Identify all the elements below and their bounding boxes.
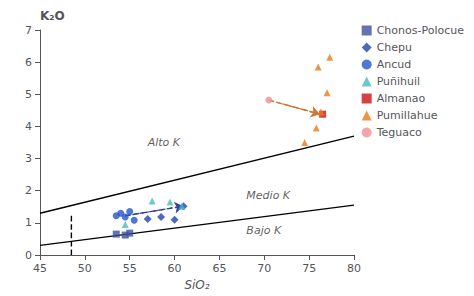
svg-text:80: 80 [347, 262, 361, 275]
svg-text:Teguaco: Teguaco [376, 126, 422, 139]
svg-text:3: 3 [25, 152, 32, 165]
svg-text:7: 7 [25, 24, 32, 37]
svg-text:55: 55 [123, 262, 137, 275]
svg-text:Alto K: Alto K [147, 136, 181, 149]
svg-text:2: 2 [25, 184, 32, 197]
svg-text:Puñihuil: Puñihuil [377, 75, 421, 88]
svg-text:1: 1 [25, 216, 32, 229]
svg-text:Medio K: Medio K [246, 189, 291, 202]
svg-text:50: 50 [78, 262, 92, 275]
svg-text:Chepu: Chepu [377, 41, 412, 54]
svg-text:Ancud: Ancud [377, 58, 412, 71]
svg-text:Bajo K: Bajo K [246, 224, 282, 237]
svg-text:65: 65 [212, 262, 226, 275]
svg-text:4: 4 [25, 120, 32, 133]
svg-text:70: 70 [257, 262, 271, 275]
svg-text:60: 60 [168, 262, 182, 275]
svg-text:Almanao: Almanao [377, 92, 426, 105]
svg-text:Pumillahue: Pumillahue [377, 109, 438, 122]
svg-text:5: 5 [25, 88, 32, 101]
svg-text:SiO₂: SiO₂ [184, 278, 209, 292]
svg-text:75: 75 [302, 262, 316, 275]
svg-text:K₂O: K₂O [40, 9, 65, 23]
svg-text:Chonos-Polocue: Chonos-Polocue [377, 24, 465, 37]
svg-text:0: 0 [25, 249, 32, 262]
svg-text:6: 6 [25, 56, 32, 69]
svg-text:45: 45 [33, 262, 47, 275]
